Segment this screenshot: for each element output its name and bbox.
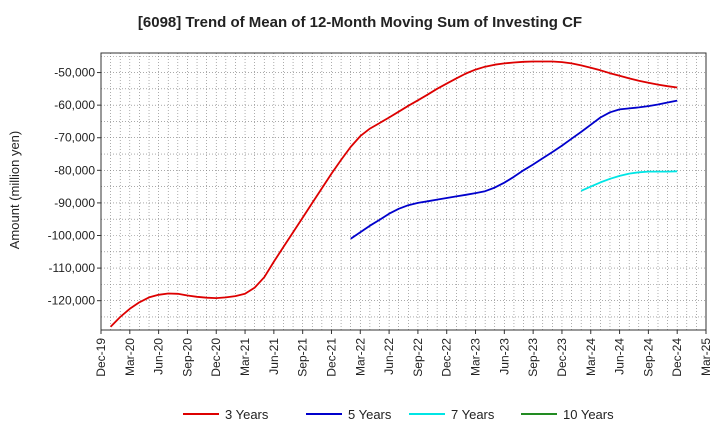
series-group — [109, 60, 678, 328]
y-tick-label: -120,000 — [48, 294, 96, 308]
legend-label: 10 Years — [563, 407, 614, 422]
x-tick-label: Jun-24 — [613, 338, 627, 375]
x-tick-label: Mar-25 — [699, 338, 713, 376]
series-line-3-years — [109, 60, 678, 328]
series-line-7-years — [580, 170, 678, 192]
y-tick-label: -70,000 — [54, 131, 95, 145]
legend-label: 3 Years — [225, 407, 269, 422]
y-tick-label: -100,000 — [48, 228, 96, 242]
x-tick-label: Sep-20 — [180, 338, 194, 377]
x-tick-label: Dec-20 — [209, 338, 223, 377]
x-tick-label: Sep-22 — [411, 338, 425, 377]
x-tick-label: Dec-22 — [440, 338, 454, 377]
y-axis-label: Amount (million yen) — [7, 131, 22, 250]
x-tick-label: Mar-20 — [123, 338, 137, 376]
x-tick-label: Sep-21 — [296, 338, 310, 377]
plot-border — [100, 52, 707, 331]
x-tick-label: Mar-22 — [353, 338, 367, 376]
y-tick-label: -80,000 — [54, 163, 95, 177]
x-tick-label: Sep-23 — [526, 338, 540, 377]
legend-label: 7 Years — [451, 407, 495, 422]
x-tick-label: Dec-23 — [555, 338, 569, 377]
x-tick-label: Mar-23 — [469, 338, 483, 376]
x-axis: Dec-19 Mar-20 Jun-20 Sep-20 Dec-20 Mar-21 Jun-… — [94, 330, 713, 377]
x-tick-label: Dec-19 — [94, 338, 108, 377]
x-tick-label: Dec-21 — [324, 338, 338, 377]
series-line-5-years — [350, 99, 678, 240]
y-tick-label: -50,000 — [54, 66, 95, 80]
y-axis: -120,000 -110,000 -100,000 -90,000 -80,000 -7… — [48, 66, 101, 308]
x-tick-label: Dec-24 — [670, 338, 684, 377]
y-tick-label: -110,000 — [49, 261, 96, 275]
x-tick-label: Mar-21 — [238, 338, 252, 376]
x-tick-label: Jun-23 — [497, 338, 511, 375]
y-tick-label: -90,000 — [54, 196, 95, 210]
x-tick-label: Jun-22 — [382, 338, 396, 375]
x-tick-label: Jun-21 — [267, 338, 281, 375]
chart-title: [6098] Trend of Mean of 12-Month Moving … — [137, 14, 583, 31]
legend: 3 Years 5 Years 7 Years 10 Years — [183, 407, 614, 422]
x-tick-label: Mar-24 — [584, 338, 598, 376]
plot-area — [100, 52, 707, 331]
y-tick-label: -60,000 — [54, 98, 95, 112]
legend-label: 5 Years — [348, 407, 392, 422]
x-tick-label: Jun-20 — [152, 338, 166, 375]
x-tick-label: Sep-24 — [641, 338, 655, 377]
plot-background — [101, 53, 706, 330]
